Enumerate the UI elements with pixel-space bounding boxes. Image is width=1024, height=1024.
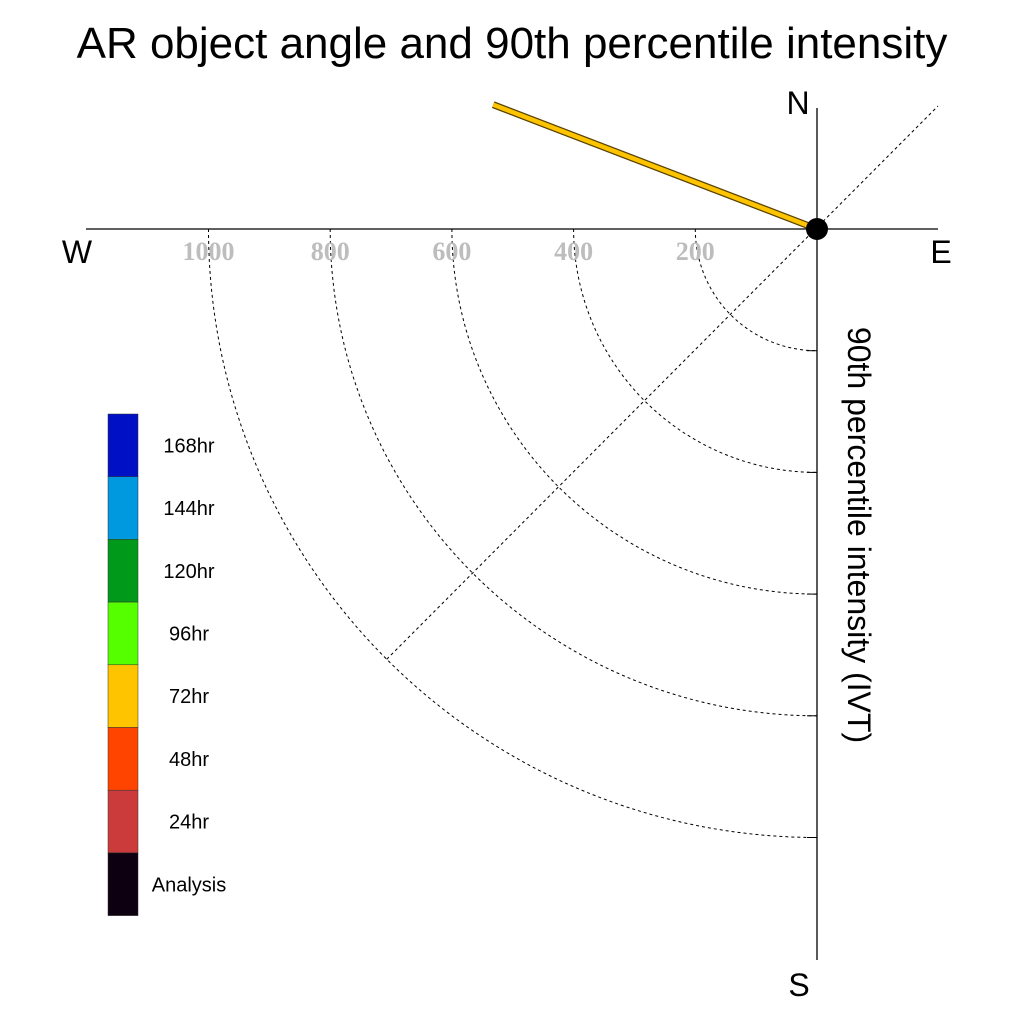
legend-label-48hr: 48hr <box>169 749 209 771</box>
legend-label-24hr: 24hr <box>169 812 209 834</box>
grid <box>208 105 939 838</box>
tick-label-200: 200 <box>676 237 715 266</box>
legend-label-144hr: 144hr <box>163 498 214 520</box>
vector-72hr <box>492 102 818 232</box>
vectors <box>491 101 819 233</box>
legend-label-168hr: 168hr <box>163 435 214 457</box>
legend-swatch-144hr <box>107 476 139 540</box>
radial-ticks: 200 400 600 800 1000 <box>183 237 715 266</box>
range-ring-600 <box>451 228 818 595</box>
compass-east: E <box>930 234 951 270</box>
legend-swatch-24hr <box>107 789 139 854</box>
tick-label-600: 600 <box>432 237 471 266</box>
y-axis-label: 90th percentile intensity (IVT) <box>841 327 877 743</box>
legend-swatch-96hr <box>107 601 139 666</box>
compass-south: S <box>788 967 809 1003</box>
origin-dot <box>806 218 828 240</box>
compass-north: N <box>786 85 809 121</box>
legend-swatch-Analysis <box>107 852 139 916</box>
compass-west: W <box>62 234 93 270</box>
tick-label-400: 400 <box>554 237 593 266</box>
legend-swatch-168hr <box>107 413 139 477</box>
tick-label-800: 800 <box>311 237 350 266</box>
chart-title: AR object angle and 90th percentile inte… <box>77 19 948 68</box>
range-ring-800 <box>329 228 818 717</box>
range-ring-200 <box>694 228 818 352</box>
legend-label-Analysis: Analysis <box>152 874 226 896</box>
range-ring-1000 <box>208 228 818 838</box>
legend-swatch-48hr <box>107 727 139 791</box>
tick-label-1000: 1000 <box>183 237 235 266</box>
range-ring-400 <box>573 228 818 473</box>
legend-swatch-120hr <box>107 539 139 603</box>
legend-label-72hr: 72hr <box>169 686 209 708</box>
legend-swatch-72hr <box>107 664 139 728</box>
legend-label-120hr: 120hr <box>163 561 214 583</box>
diagonal-grid-line <box>386 105 939 660</box>
legend-label-96hr: 96hr <box>169 623 209 645</box>
legend: 168hr 144hr 120hr 96hr 72hr 48hr 24hr Analysis <box>107 413 226 916</box>
